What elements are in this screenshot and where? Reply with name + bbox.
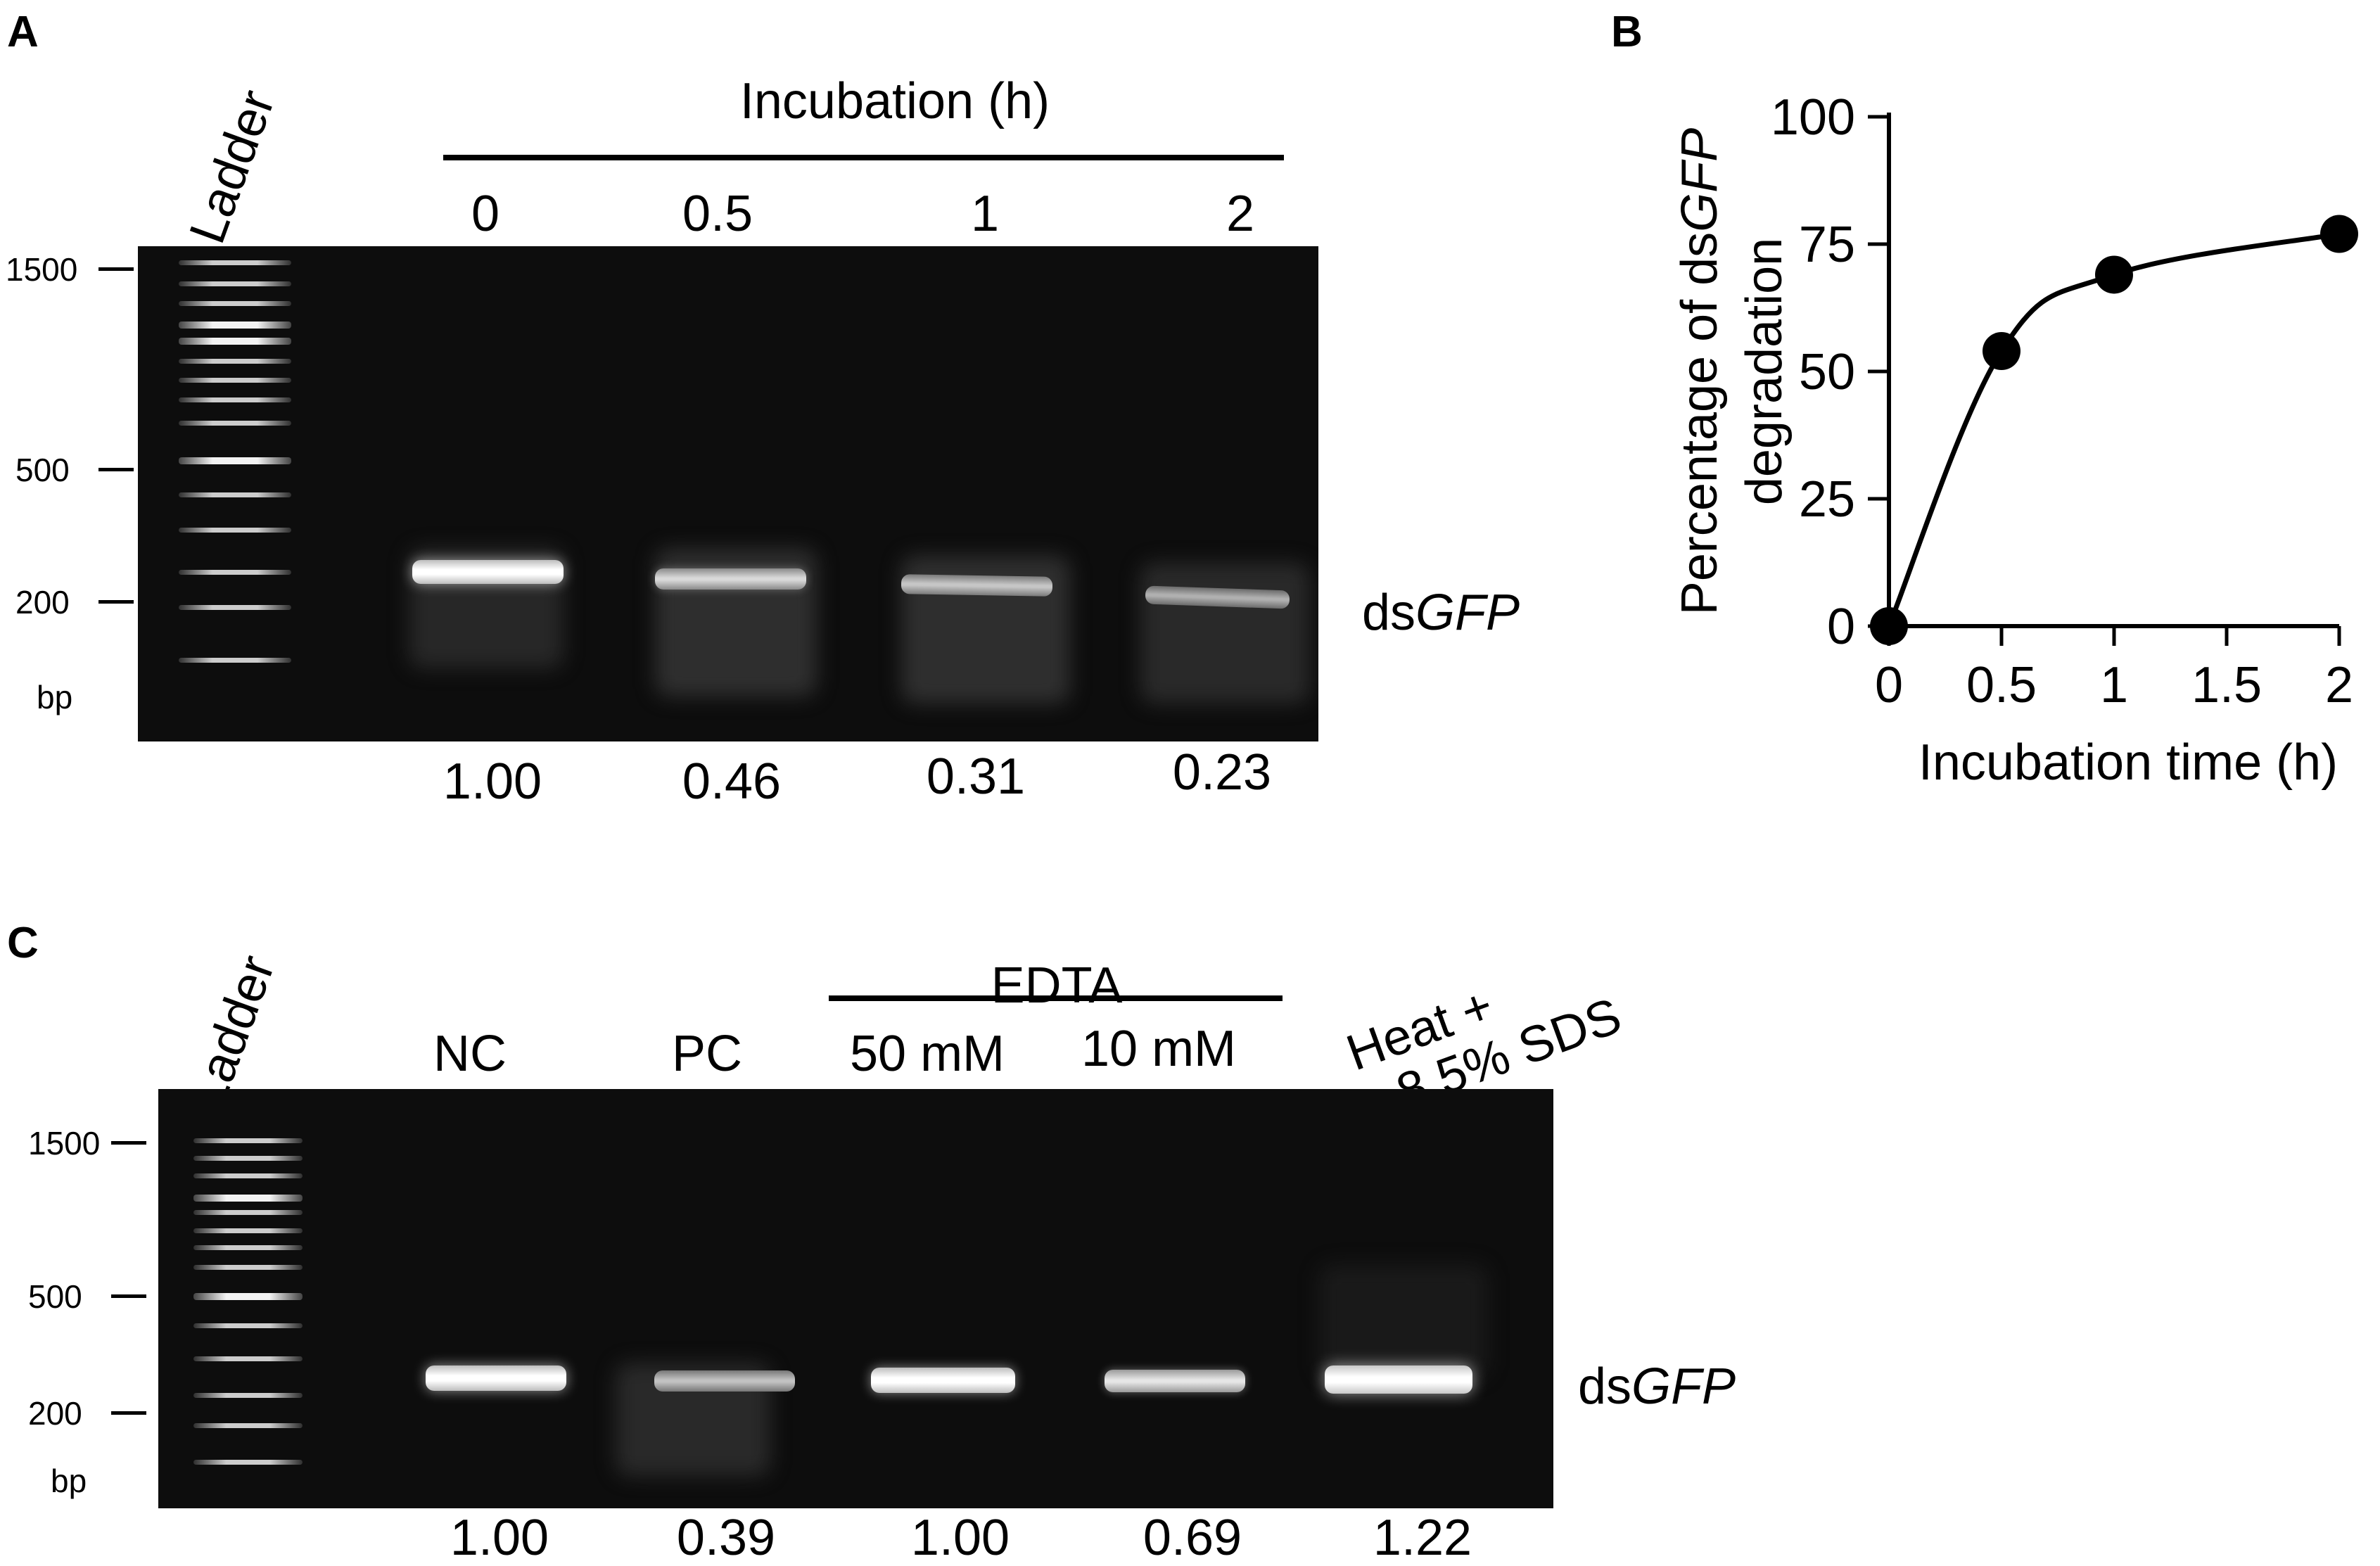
panel-a-marker-tick — [98, 468, 134, 471]
x-tick-label: 0.5 — [1966, 657, 2037, 713]
panel-c-band — [426, 1366, 566, 1391]
panel-a-marker-tick — [98, 267, 134, 271]
x-tick-label: 1 — [2100, 657, 2128, 713]
panel-c-lane-label-edta50: 50 mM — [849, 1026, 1005, 1082]
panel-c-edta-label: EDTA — [991, 957, 1123, 1014]
panel-a-band — [901, 574, 1053, 597]
panel-a-letter: A — [7, 8, 39, 56]
panel-a-marker-label: 1500 — [6, 251, 78, 288]
panel-a-band — [412, 560, 564, 584]
panel-c-marker-label: 1500 — [28, 1125, 101, 1161]
data-point — [1870, 607, 1908, 645]
panel-c-band — [1325, 1366, 1472, 1394]
panel-c-lane-label-nc: NC — [433, 1026, 507, 1082]
panel-a-lane-label: 0 — [471, 186, 500, 242]
panel-b-letter: B — [1611, 8, 1643, 56]
panel-a-lane-label: 0.5 — [682, 186, 753, 242]
panel-c-gel-image — [158, 1089, 1553, 1508]
panel-c-marker-tick — [111, 1141, 146, 1145]
x-tick-label: 2 — [2325, 657, 2353, 713]
panel-a-quant-value: 0.46 — [682, 753, 782, 810]
x-tick-label: 1.5 — [2191, 657, 2262, 713]
panel-c-lane-label-edta10: 10 mM — [1081, 1021, 1237, 1077]
panel-c-marker-label: 200 — [28, 1395, 82, 1432]
series-line — [1886, 231, 2340, 628]
panel-a-lane-label: 1 — [970, 186, 1000, 242]
x-axis-label: Incubation time (h) — [1918, 734, 2338, 791]
y-tick-label: 50 — [1799, 344, 1855, 400]
panel-a-quant-value: 0.31 — [926, 749, 1026, 805]
panel-c-marker-label: 500 — [28, 1278, 82, 1315]
panel-a-band-label: dsGFP — [1362, 585, 1520, 641]
panel-c-band — [1105, 1370, 1245, 1392]
panel-c-quant-value: 1.00 — [450, 1510, 549, 1566]
y-tick-label: 0 — [1827, 599, 1855, 655]
panel-a-lane-label: 2 — [1226, 186, 1255, 242]
y-tick-label: 100 — [1771, 89, 1855, 146]
panel-c-marker-tick — [111, 1294, 146, 1298]
data-point — [2320, 215, 2358, 253]
panel-c-marker-tick — [111, 1411, 146, 1415]
panel-c-quant-value: 1.22 — [1373, 1510, 1472, 1566]
panel-c-band — [871, 1368, 1015, 1393]
panel-a-quant-value: 0.23 — [1172, 744, 1272, 801]
panel-a-group-line — [443, 155, 1284, 160]
panel-b-chart: 0 25 50 75 100 0 0.5 1 1.5 2 Incubation time (h) Pe… — [1672, 89, 2358, 791]
panel-c-band-label: dsGFP — [1578, 1358, 1736, 1415]
panel-c-lane-label-pc: PC — [671, 1026, 743, 1082]
panel-c-unit-label: bp — [51, 1463, 87, 1499]
data-point — [1983, 332, 2021, 371]
panel-a-gel-image — [138, 246, 1318, 741]
panel-c-quant-value: 0.69 — [1143, 1510, 1242, 1566]
y-tick-label: 75 — [1799, 217, 1855, 273]
panel-c-edta-line — [829, 995, 1283, 1001]
panel-a-group-label: Incubation (h) — [739, 73, 1050, 129]
panel-a-marker-label: 500 — [15, 452, 70, 488]
panel-c-letter: C — [7, 919, 39, 967]
data-point — [2095, 255, 2133, 294]
panel-a-unit-label: bp — [37, 679, 73, 715]
panel-c-quant-value: 1.00 — [910, 1510, 1010, 1566]
panel-a-quant-value: 1.00 — [443, 753, 542, 810]
panel-a-marker-label: 200 — [15, 584, 70, 620]
y-axis-label: Percentage of dsGFPdegradation — [1672, 128, 1793, 615]
panel-a-marker-tick — [98, 600, 134, 604]
x-tick-label: 0 — [1875, 657, 1903, 713]
panel-a-ladder-label: Ladder — [179, 82, 286, 250]
y-tick-label: 25 — [1799, 471, 1855, 528]
panel-c-quant-value: 0.39 — [676, 1510, 776, 1566]
panel-c-band — [654, 1370, 795, 1392]
panel-a-band — [655, 568, 806, 590]
